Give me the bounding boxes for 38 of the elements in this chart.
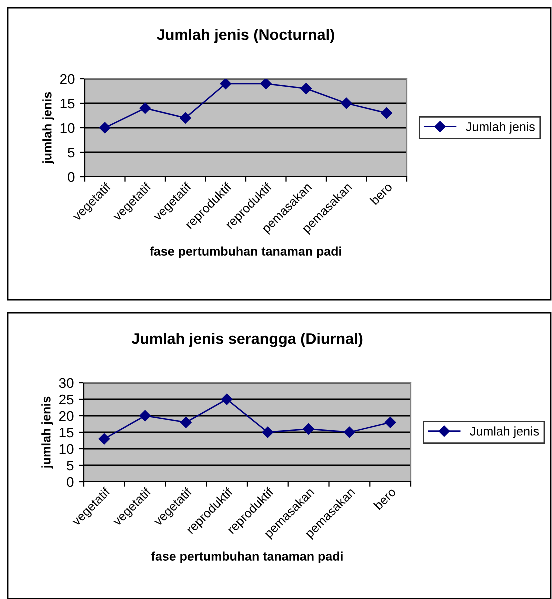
x-axis-title: fase pertumbuhan tanaman padi <box>152 552 343 564</box>
point <box>303 424 314 435</box>
point <box>262 426 274 438</box>
y-tick-label: 25 <box>60 394 74 405</box>
point <box>341 98 352 110</box>
x-tick-label: bero <box>373 487 397 510</box>
y-tick-label: 30 <box>59 378 74 388</box>
y-tick-label: 0 <box>67 477 74 488</box>
point <box>180 416 192 428</box>
point <box>381 108 392 119</box>
legend-label: Jumlah jenis <box>466 122 535 134</box>
y-tick-label: 10 <box>60 123 75 134</box>
point <box>98 433 110 445</box>
point <box>140 102 151 114</box>
y-axis-title: jumlah jenis <box>42 396 54 469</box>
chart-title: Jumlah jenis serangga (Diurnal) <box>132 333 363 348</box>
x-axis-title: fase pertumbuhan tanaman padi <box>150 246 342 258</box>
point <box>344 426 356 438</box>
y-tick-label: 10 <box>60 444 74 454</box>
point <box>140 410 151 422</box>
y-tick-label: 5 <box>67 460 74 471</box>
y-tick-label: 20 <box>60 411 74 422</box>
point <box>180 112 192 124</box>
point <box>260 79 272 90</box>
y-tick-label: 15 <box>60 428 74 438</box>
point <box>384 416 396 428</box>
legend-label: Jumlah jenis <box>470 426 540 438</box>
y-tick-label: 20 <box>60 74 75 84</box>
y-axis-title: jumlah jenis <box>42 92 54 164</box>
y-tick-label: 5 <box>68 148 75 158</box>
y-tick-label: 0 <box>68 172 75 182</box>
point <box>300 83 312 94</box>
point <box>100 122 111 134</box>
x-tick-label: bero <box>370 182 393 206</box>
y-tick-label: 15 <box>60 98 75 109</box>
point <box>220 79 232 90</box>
point <box>221 394 233 406</box>
chart-title: Jumlah jenis (Nocturnal) <box>157 29 334 44</box>
